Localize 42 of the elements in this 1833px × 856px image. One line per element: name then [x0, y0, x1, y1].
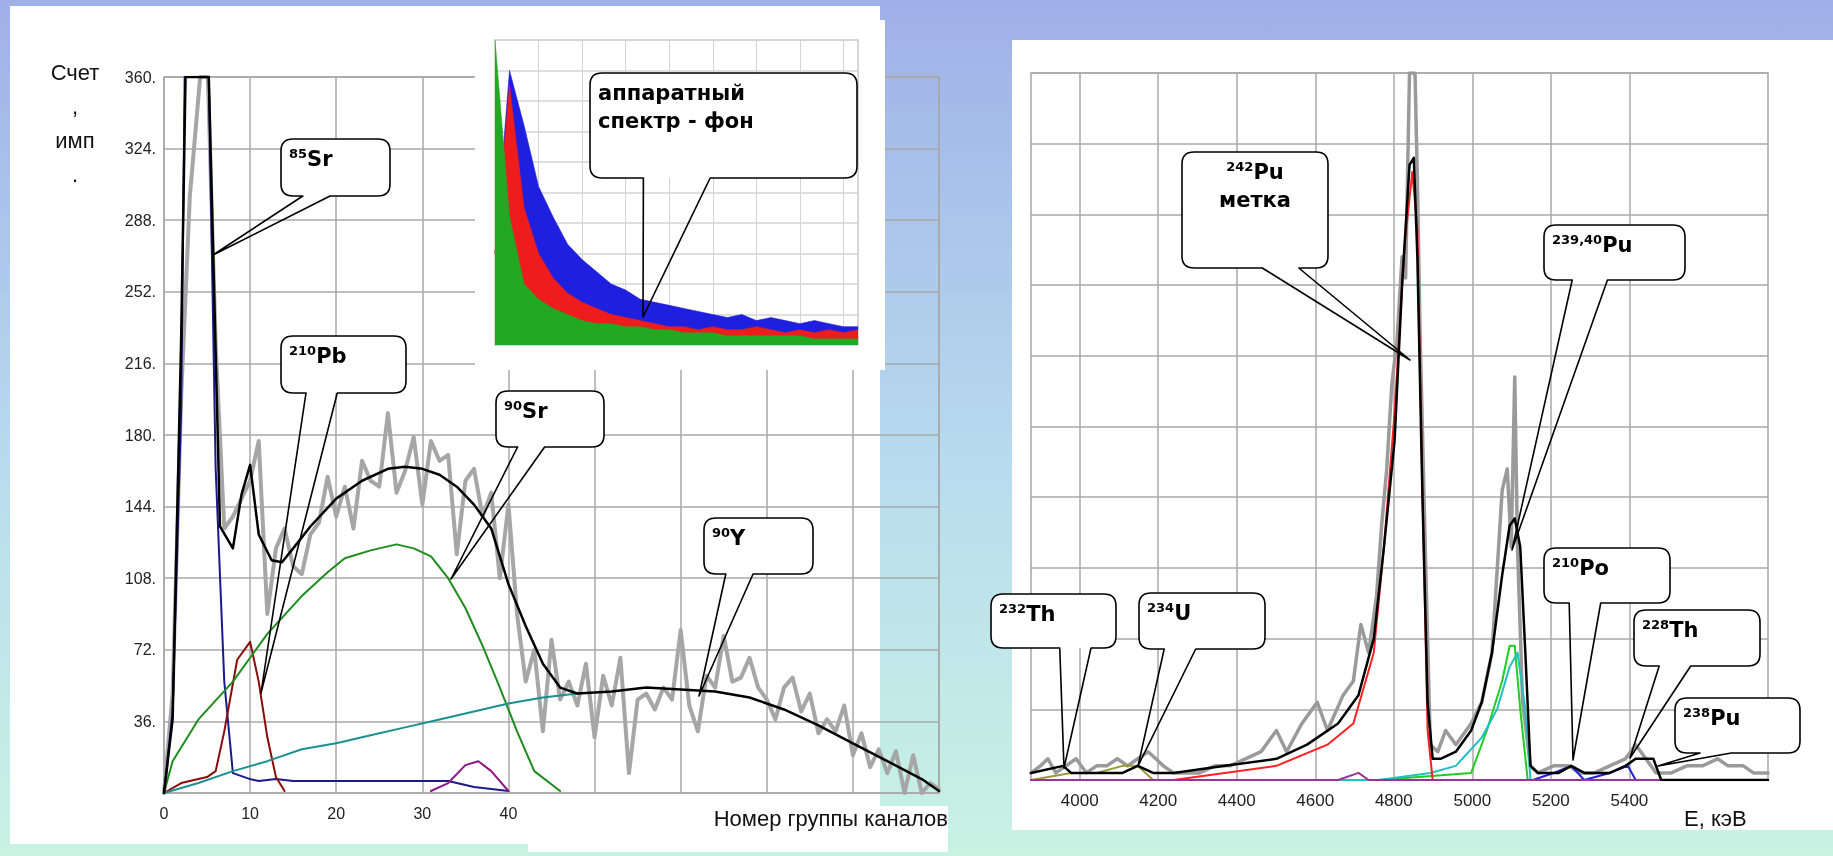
x-axis-title: Номер группы каналов: [528, 806, 948, 852]
annotation: $^{239,40}$Pu: [1552, 231, 1634, 259]
y-tick-label: 72.: [133, 641, 156, 659]
y-tick-label: 108.: [124, 569, 156, 587]
annotation: $^{210}$Pb: [289, 342, 348, 370]
x-tick-label: 40: [499, 804, 518, 822]
annotation: $^{234}$U: [1147, 599, 1193, 627]
line-series: [163, 543, 562, 794]
x-tick-label: 4800: [1374, 791, 1413, 810]
x-axis-title: E, кэВ: [1684, 806, 1748, 833]
x-tick-label: 4600: [1296, 791, 1335, 810]
y-tick-label: 216.: [124, 354, 156, 372]
x-tick-label: 5200: [1531, 791, 1570, 810]
x-tick-label: 5400: [1610, 791, 1649, 810]
x-tick-label: 20: [327, 804, 346, 822]
x-tick-label: 4200: [1139, 791, 1178, 810]
x-tick-label: 10: [241, 804, 260, 822]
y-tick-label: 324.: [124, 140, 156, 158]
annotation: $^{85}$Sr: [289, 145, 334, 173]
annotation: $^{242}$Pu метка: [1218, 158, 1292, 215]
x-tick-label: 30: [413, 804, 432, 822]
line-series: [429, 760, 510, 793]
x-tick-label: 0: [159, 804, 169, 822]
annotation: $^{228}$Th: [1642, 616, 1700, 644]
line-series: [163, 640, 286, 794]
annotation: $^{232}$Th: [999, 600, 1057, 628]
y-tick-label: 180.: [124, 426, 156, 444]
y-tick-label: 252.: [124, 283, 156, 301]
annotation: $^{238}$Pu: [1683, 704, 1742, 732]
y-tick-label: 288.: [124, 211, 156, 229]
annotation: $^{90}$Sr: [504, 397, 549, 425]
annotation: $^{90}$Y: [712, 524, 747, 552]
y-tick-label: 360.: [124, 68, 156, 86]
annotation: аппаратный спектр - фон: [598, 80, 755, 136]
y-axis-title: Счет , имп .: [49, 59, 101, 189]
x-tick-label: 4000: [1060, 791, 1099, 810]
y-tick-label: 144.: [124, 498, 156, 516]
annotation: $^{210}$Po: [1552, 554, 1610, 582]
y-tick-label: 36.: [133, 712, 156, 730]
x-tick-label: 5000: [1453, 791, 1492, 810]
x-tick-label: 4400: [1217, 791, 1256, 810]
line-series: [163, 692, 579, 794]
